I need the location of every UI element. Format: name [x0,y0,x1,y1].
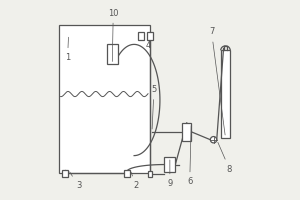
Bar [124,170,130,177]
Text: 3: 3 [70,172,81,190]
Text: 6: 6 [187,126,192,186]
Text: 5: 5 [151,85,157,129]
Text: 1: 1 [65,37,70,62]
Bar [62,170,68,177]
Text: 10: 10 [108,9,119,61]
Bar [138,32,144,40]
Bar [221,50,230,138]
Text: 2: 2 [131,172,139,190]
Text: 4: 4 [146,41,151,50]
Bar [58,25,150,173]
Bar [148,171,152,177]
Text: 7: 7 [209,27,225,135]
Text: 9: 9 [167,160,172,188]
Bar [107,44,118,64]
Circle shape [210,137,217,143]
Bar [164,157,175,172]
Bar [147,32,153,40]
Bar [182,123,191,141]
Text: 8: 8 [218,142,232,173]
